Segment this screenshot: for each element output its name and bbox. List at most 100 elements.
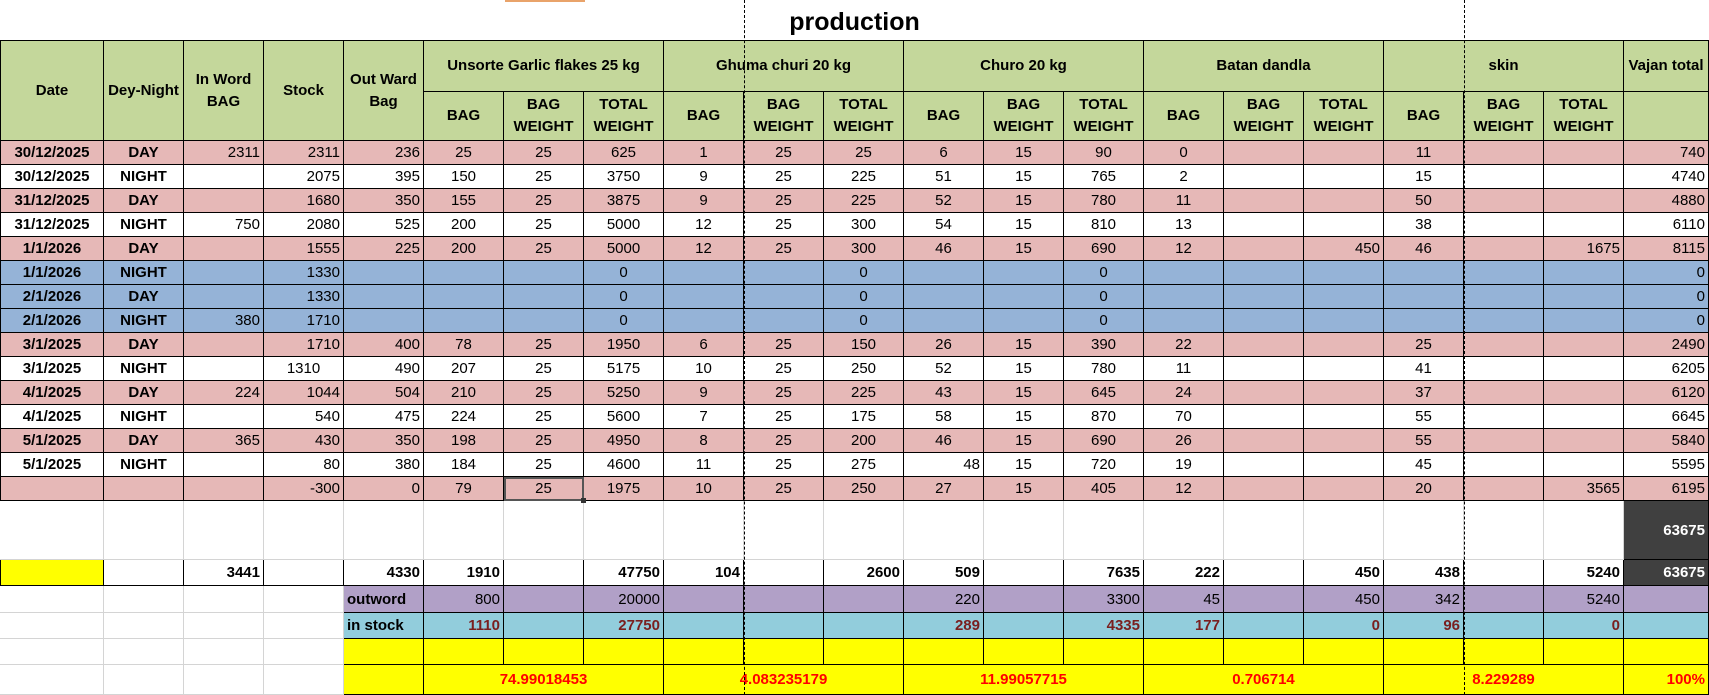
table-cell[interactable]	[1544, 285, 1624, 309]
table-cell[interactable]: 41	[1384, 357, 1464, 381]
table-cell[interactable]: 25	[744, 405, 824, 429]
table-cell[interactable]: 50	[1384, 189, 1464, 213]
table-cell[interactable]	[1304, 405, 1384, 429]
cell-shift[interactable]: DAY	[104, 429, 184, 453]
cell-shift[interactable]: DAY	[104, 237, 184, 261]
table-cell[interactable]	[1464, 189, 1544, 213]
table-cell[interactable]	[744, 285, 824, 309]
table-cell[interactable]: 1	[664, 141, 744, 165]
table-cell[interactable]	[1464, 285, 1544, 309]
total-vajan[interactable]: 63675	[1624, 560, 1709, 586]
percentage-value[interactable]: 8.229289	[1384, 665, 1624, 695]
percentage-value[interactable]: 4.083235179	[664, 665, 904, 695]
total-cell[interactable]: 438	[1384, 560, 1464, 586]
yellow-cell[interactable]	[1144, 639, 1224, 665]
table-cell[interactable]: 7	[664, 405, 744, 429]
table-cell[interactable]: 5175	[584, 357, 664, 381]
table-cell[interactable]: 870	[1064, 405, 1144, 429]
table-cell[interactable]: 200	[824, 429, 904, 453]
table-cell[interactable]: 1710	[264, 333, 344, 357]
percentage-value[interactable]: 74.99018453	[424, 665, 664, 695]
table-cell[interactable]: 6120	[1624, 381, 1709, 405]
table-cell[interactable]: 0	[1144, 141, 1224, 165]
yellow-cell[interactable]	[1384, 639, 1464, 665]
table-cell[interactable]: 6205	[1624, 357, 1709, 381]
in_stock-value[interactable]: 289	[904, 613, 984, 639]
table-cell[interactable]: 200	[424, 213, 504, 237]
table-cell[interactable]: 46	[1384, 237, 1464, 261]
in_stock-value[interactable]	[504, 613, 584, 639]
table-cell[interactable]: 2075	[264, 165, 344, 189]
table-cell[interactable]: 225	[824, 165, 904, 189]
cell-shift[interactable]: NIGHT	[104, 309, 184, 333]
table-cell[interactable]: 1330	[264, 261, 344, 285]
table-cell[interactable]: 2080	[264, 213, 344, 237]
table-cell[interactable]: 0	[1064, 261, 1144, 285]
table-cell[interactable]: 13	[1144, 213, 1224, 237]
table-cell[interactable]: 10	[664, 477, 744, 501]
table-cell[interactable]: 175	[824, 405, 904, 429]
cell-date[interactable]: 31/12/2025	[0, 189, 104, 213]
table-cell[interactable]	[344, 261, 424, 285]
table-cell[interactable]	[1304, 477, 1384, 501]
table-cell[interactable]: 525	[344, 213, 424, 237]
outword-value[interactable]: 3300	[1064, 586, 1144, 613]
table-cell[interactable]: 11	[1144, 357, 1224, 381]
table-cell[interactable]: 224	[184, 381, 264, 405]
total-cell[interactable]: 1910	[424, 560, 504, 586]
table-cell[interactable]	[184, 261, 264, 285]
table-cell[interactable]	[984, 285, 1064, 309]
table-cell[interactable]: 225	[824, 381, 904, 405]
in_stock-value[interactable]	[1224, 613, 1304, 639]
cell-shift[interactable]: NIGHT	[104, 165, 184, 189]
table-cell[interactable]: 80	[264, 453, 344, 477]
table-cell[interactable]	[1464, 477, 1544, 501]
table-cell[interactable]: 25	[504, 333, 584, 357]
total-cell[interactable]: 47750	[584, 560, 664, 586]
table-cell[interactable]	[1464, 357, 1544, 381]
table-cell[interactable]	[1224, 237, 1304, 261]
table-cell[interactable]: 90	[1064, 141, 1144, 165]
cell-date[interactable]: 3/1/2025	[0, 357, 104, 381]
table-cell[interactable]: 780	[1064, 189, 1144, 213]
in_stock-value[interactable]	[664, 613, 744, 639]
yellow-cell[interactable]	[824, 639, 904, 665]
table-cell[interactable]	[1224, 405, 1304, 429]
table-cell[interactable]: 380	[184, 309, 264, 333]
table-cell[interactable]: 25	[504, 381, 584, 405]
outword-value[interactable]: 450	[1304, 586, 1384, 613]
table-cell[interactable]: 4950	[584, 429, 664, 453]
table-cell[interactable]: 79	[424, 477, 504, 501]
table-cell[interactable]: 3565	[1544, 477, 1624, 501]
table-cell[interactable]: 15	[984, 453, 1064, 477]
cell-date[interactable]	[0, 477, 104, 501]
table-cell[interactable]: 3875	[584, 189, 664, 213]
cell-date[interactable]: 4/1/2025	[0, 405, 104, 429]
table-cell[interactable]: 24	[1144, 381, 1224, 405]
table-cell[interactable]	[184, 405, 264, 429]
cell-date[interactable]: 1/1/2026	[0, 237, 104, 261]
table-cell[interactable]	[1224, 381, 1304, 405]
outword-value[interactable]	[504, 586, 584, 613]
in_stock-value[interactable]: 0	[1304, 613, 1384, 639]
table-cell[interactable]: 2311	[264, 141, 344, 165]
table-cell[interactable]	[1544, 381, 1624, 405]
table-cell[interactable]: 2490	[1624, 333, 1709, 357]
table-cell[interactable]: 25	[744, 141, 824, 165]
table-cell[interactable]	[1304, 333, 1384, 357]
table-cell[interactable]	[1224, 453, 1304, 477]
outword-value[interactable]: 220	[904, 586, 984, 613]
table-cell[interactable]: 5000	[584, 213, 664, 237]
cell-date[interactable]: 30/12/2025	[0, 141, 104, 165]
table-cell[interactable]	[1464, 429, 1544, 453]
table-cell[interactable]: 780	[1064, 357, 1144, 381]
table-cell[interactable]	[344, 285, 424, 309]
table-cell[interactable]: 475	[344, 405, 424, 429]
table-cell[interactable]	[1384, 285, 1464, 309]
table-cell[interactable]: 15	[984, 165, 1064, 189]
table-cell[interactable]: 750	[184, 213, 264, 237]
table-cell[interactable]: 19	[1144, 453, 1224, 477]
total-cell[interactable]: 509	[904, 560, 984, 586]
table-cell[interactable]: 25	[504, 213, 584, 237]
yellow-cell[interactable]	[1544, 639, 1624, 665]
